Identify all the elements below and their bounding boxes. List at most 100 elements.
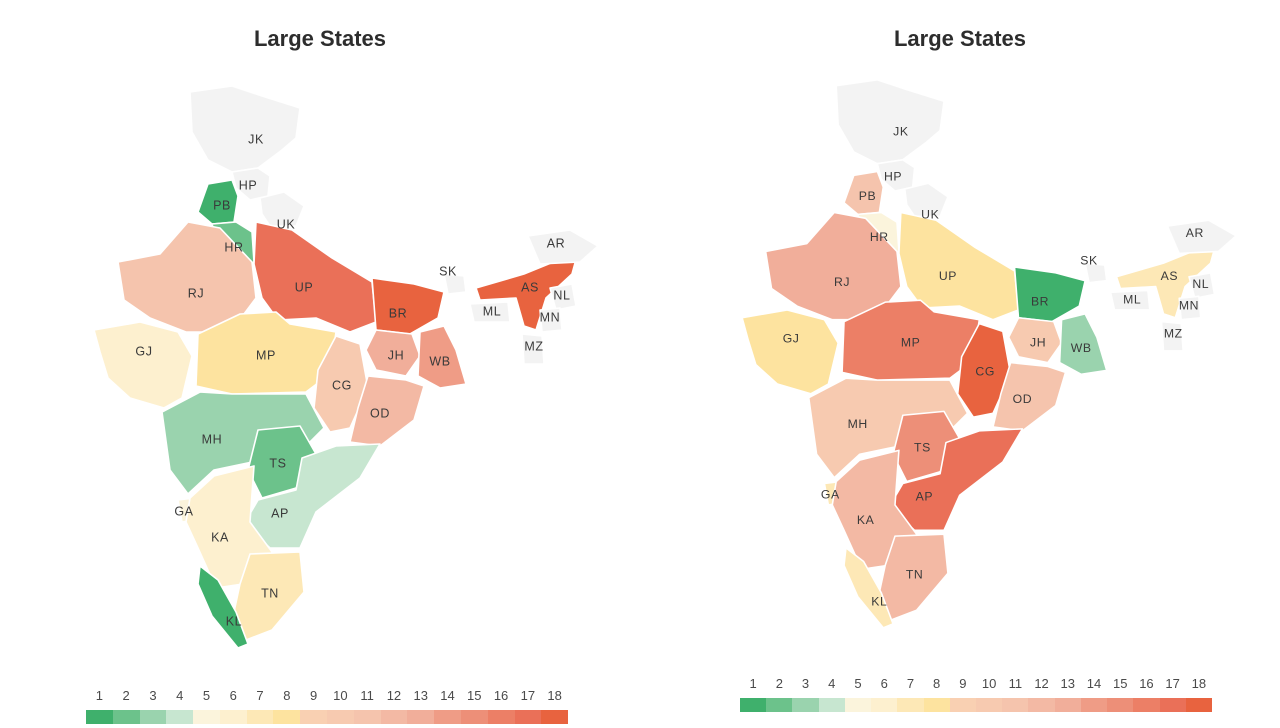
legend-swatch-1 xyxy=(740,698,767,712)
region-ml[interactable] xyxy=(1109,289,1151,311)
region-jk[interactable] xyxy=(189,85,301,173)
region-cg[interactable] xyxy=(956,322,1012,418)
region-ap[interactable] xyxy=(888,428,1024,532)
region-jk[interactable] xyxy=(835,79,945,165)
region-label-ml: ML xyxy=(1123,292,1141,306)
region-uk[interactable] xyxy=(259,191,305,227)
region-label-pb: PB xyxy=(859,189,876,203)
region-label-rj: RJ xyxy=(834,275,850,289)
region-label-mh: MH xyxy=(202,432,223,446)
region-sk[interactable] xyxy=(443,273,467,295)
legend-tick-4: 4 xyxy=(828,676,836,691)
legend-swatch-10 xyxy=(327,710,354,724)
region-nl[interactable] xyxy=(1188,272,1216,300)
legend-tick-13: 13 xyxy=(413,688,428,703)
legend-tick-16: 16 xyxy=(493,688,509,703)
region-gj[interactable] xyxy=(741,309,839,395)
region-ar[interactable] xyxy=(1166,219,1237,255)
region-wb[interactable] xyxy=(1058,313,1108,376)
legend-tick-1: 1 xyxy=(95,688,103,703)
legend-tick-11: 11 xyxy=(360,688,374,703)
region-ar[interactable] xyxy=(527,229,599,265)
legend-tick-9: 9 xyxy=(309,688,318,703)
region-tn[interactable] xyxy=(233,551,305,641)
region-label-br: BR xyxy=(1031,294,1049,308)
region-tn[interactable] xyxy=(878,533,949,621)
legend-swatch-15 xyxy=(460,710,488,724)
region-label-mn: MN xyxy=(1179,298,1199,312)
region-kl[interactable] xyxy=(843,547,894,629)
region-label-uk: UK xyxy=(921,208,939,222)
legend-tick-1: 1 xyxy=(749,676,757,691)
region-label-uk: UK xyxy=(277,217,296,231)
region-label-wb: WB xyxy=(429,354,450,368)
legend-swatch-11 xyxy=(1002,698,1029,712)
region-ap[interactable] xyxy=(243,443,381,549)
region-label-ar: AR xyxy=(547,236,566,250)
region-label-od: OD xyxy=(1013,392,1033,406)
legend-swatch-18 xyxy=(541,710,569,724)
region-label-tn: TN xyxy=(906,567,923,581)
legend-tick-5: 5 xyxy=(854,676,862,691)
region-label-ar: AR xyxy=(1186,226,1204,240)
region-label-nl: NL xyxy=(1192,277,1209,291)
region-label-mh: MH xyxy=(848,417,868,431)
region-sk[interactable] xyxy=(1084,262,1108,284)
region-mn[interactable] xyxy=(1178,295,1202,321)
legend-tick-15: 15 xyxy=(1112,676,1128,691)
legend-swatch-5 xyxy=(844,698,872,712)
region-label-up: UP xyxy=(939,269,957,283)
legend-tick-16: 16 xyxy=(1139,676,1154,691)
legend-swatch-17 xyxy=(514,710,542,724)
legend-tick-17: 17 xyxy=(1165,676,1180,691)
region-br[interactable] xyxy=(371,277,445,335)
legend-bar-right xyxy=(740,698,1212,712)
legend-tick-10: 10 xyxy=(333,688,348,703)
region-mn[interactable] xyxy=(539,307,563,333)
legend-swatch-10 xyxy=(975,698,1003,712)
region-gj[interactable] xyxy=(93,321,193,409)
region-jh[interactable] xyxy=(365,329,421,377)
legend-tick-3: 3 xyxy=(801,676,810,691)
region-rj[interactable] xyxy=(764,211,902,321)
region-label-ml: ML xyxy=(483,304,502,318)
region-label-as: AS xyxy=(1161,269,1178,283)
region-label-hr: HR xyxy=(870,230,889,244)
region-kl[interactable] xyxy=(197,565,249,649)
region-label-pb: PB xyxy=(213,198,231,212)
region-od[interactable] xyxy=(349,375,425,447)
region-label-mz: MZ xyxy=(1164,327,1183,341)
region-up[interactable] xyxy=(898,211,1020,321)
region-label-mn: MN xyxy=(540,310,561,324)
region-od[interactable] xyxy=(992,361,1067,432)
region-label-wb: WB xyxy=(1071,341,1092,355)
region-label-jk: JK xyxy=(248,132,264,146)
legend-swatch-2 xyxy=(112,710,140,724)
region-jh[interactable] xyxy=(1007,316,1063,364)
legend-swatch-11 xyxy=(353,710,381,724)
region-label-ts: TS xyxy=(914,441,931,455)
region-label-ka: KA xyxy=(211,530,229,544)
legend-right: 1 2 3 4 5 6 7 8 9 10 11 12 13 14 15 16 17 18 xyxy=(740,676,1212,716)
map-panel-left: Large States JK HP PB UK HR RJ UP BR SK AS AR NL MN M… xyxy=(0,0,640,724)
region-cg[interactable] xyxy=(313,335,369,433)
legend-tick-11: 11 xyxy=(1008,676,1023,691)
region-uk[interactable] xyxy=(904,182,949,218)
region-label-ts: TS xyxy=(269,456,286,470)
region-nl[interactable] xyxy=(549,283,577,311)
region-label-ga: GA xyxy=(174,504,193,518)
legend-ticks-right: 1 2 3 4 5 6 7 8 9 10 11 12 13 14 15 16 17 18 xyxy=(740,676,1212,694)
region-up[interactable] xyxy=(253,221,377,333)
region-label-kl: KL xyxy=(226,614,243,628)
region-ml[interactable] xyxy=(469,301,511,323)
legend-tick-13: 13 xyxy=(1060,676,1075,691)
region-br[interactable] xyxy=(1013,266,1086,323)
region-mz[interactable] xyxy=(521,333,545,365)
region-rj[interactable] xyxy=(117,221,257,333)
legend-swatch-1 xyxy=(86,710,113,724)
legend-tick-8: 8 xyxy=(283,688,291,703)
region-wb[interactable] xyxy=(417,325,467,389)
region-label-od: OD xyxy=(370,406,390,420)
region-label-hr: HR xyxy=(224,240,243,254)
region-mz[interactable] xyxy=(1160,320,1184,352)
